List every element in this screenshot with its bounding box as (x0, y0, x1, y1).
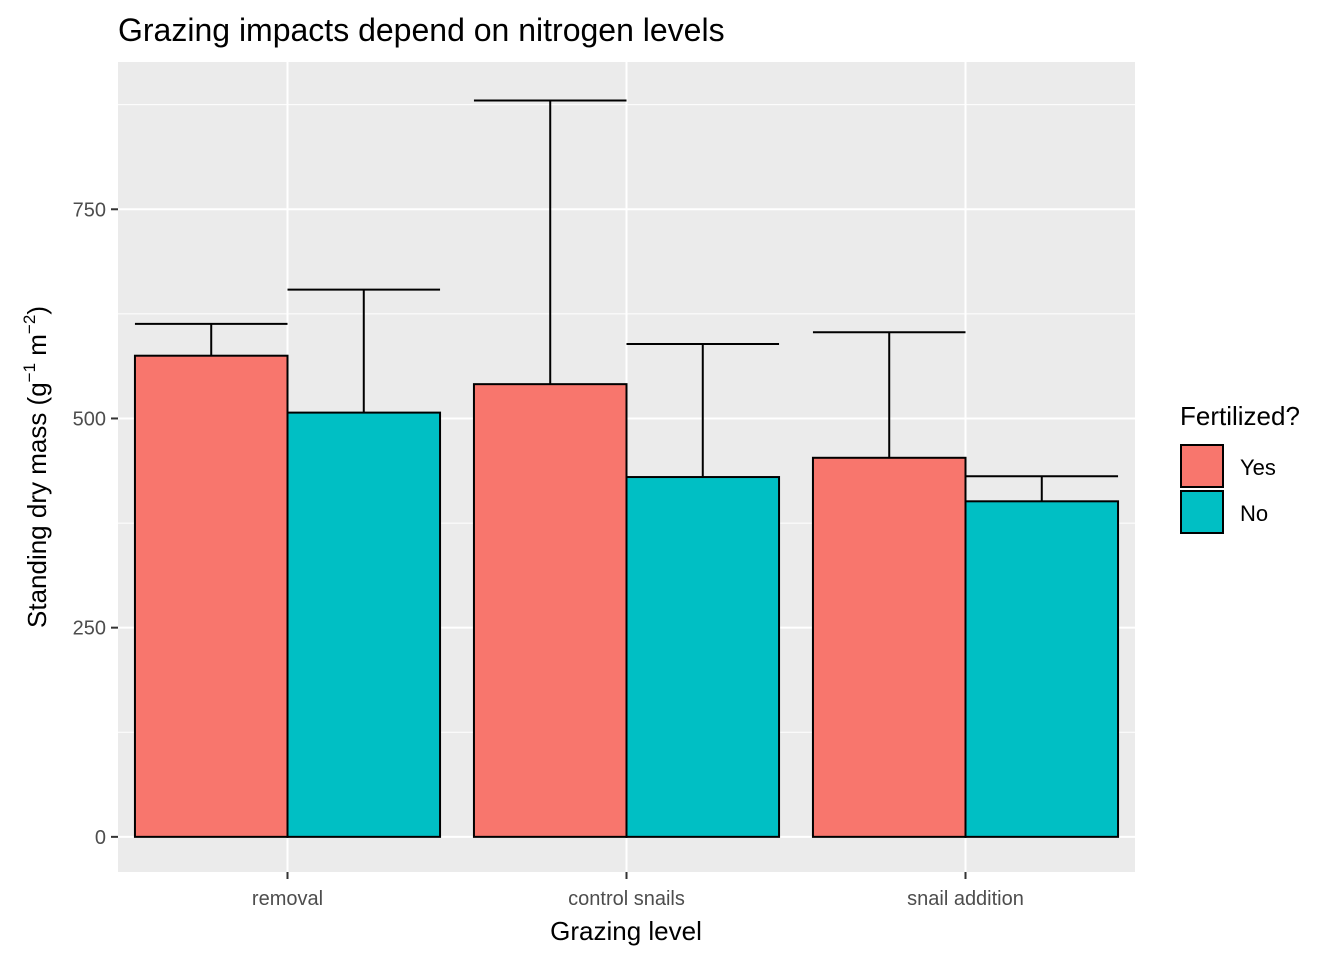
y-tick-label-0: 0 (95, 827, 106, 849)
bar-yes-1 (472, 383, 628, 838)
bar-no-2 (964, 500, 1120, 838)
bar-no-0 (286, 411, 442, 838)
y-axis-title-end: ) (22, 306, 52, 315)
y-axis-title-sup2: −2 (20, 315, 39, 334)
legend-key-yes (1180, 444, 1224, 488)
x-axis-title: Grazing level (550, 916, 702, 946)
x-axis: removal control snails snail addition (252, 872, 1024, 910)
legend-title: Fertilized? (1180, 401, 1300, 431)
y-tick-label-1: 250 (73, 618, 106, 640)
x-tick-label-0: removal (252, 888, 323, 910)
error-bars (134, 99, 1119, 502)
x-tick-label-2: snail addition (907, 888, 1024, 910)
chart-title: Grazing impacts depend on nitrogen level… (118, 12, 725, 48)
y-tick-label-3: 750 (73, 199, 106, 221)
bar-no-1 (625, 476, 781, 838)
bar-yes-0 (133, 354, 289, 838)
y-tick-label-2: 500 (73, 408, 106, 430)
x-tick-label-1: control snails (568, 888, 685, 910)
y-axis: 0 250 500 750 (73, 199, 118, 849)
legend-label-no: No (1240, 501, 1268, 526)
legend-key-no (1180, 490, 1224, 534)
y-axis-title: Standing dry mass (g−1 m−2) (20, 306, 52, 628)
legend: Fertilized? Yes No (1180, 401, 1300, 534)
y-axis-title-mid: m (22, 334, 52, 363)
y-axis-title-sup1: −1 (20, 363, 39, 382)
legend-label-yes: Yes (1240, 455, 1276, 480)
y-axis-title-main: Standing dry mass (g (22, 382, 52, 628)
legend-items: Yes No (1180, 444, 1276, 534)
bars (133, 354, 1120, 838)
bar-yes-2 (811, 456, 967, 838)
